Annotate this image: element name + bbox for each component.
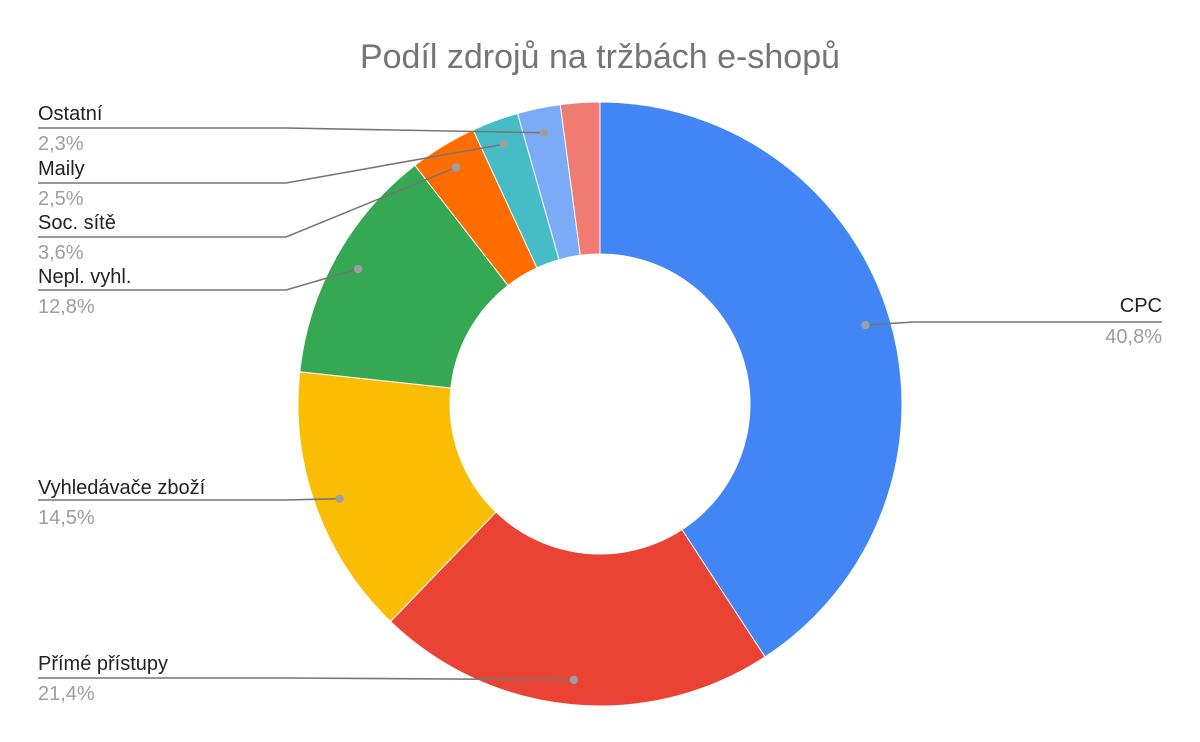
slice-0: [599, 101, 903, 658]
leader-line-4: [38, 166, 457, 238]
labels-layer: CPC 40,8% Přímé přístupy 21,4% Vyhledávače z…: [38, 103, 1162, 705]
slice-label-4: Soc. sítě: [38, 212, 116, 234]
leader-line-1: [38, 677, 574, 681]
slice-value-6: 2,3%: [38, 133, 84, 155]
leader-line-6: [38, 127, 544, 134]
leader-dot-6: [539, 128, 549, 137]
slice-3: [299, 164, 509, 389]
slice-label-3: Nepl. vyhl.: [38, 266, 131, 288]
slice-label-6: Ostatní: [38, 103, 103, 125]
leader-line-2: [38, 497, 340, 501]
slice-value-1: 21,4%: [38, 683, 95, 705]
slice-value-2: 14,5%: [38, 507, 95, 529]
leader-line-5: [38, 143, 504, 184]
chart-title: Podíl zdrojů na tržbách e-shopů: [360, 38, 840, 76]
slice-value-4: 3,6%: [38, 242, 84, 264]
slice-label-1: Přímé přístupy: [38, 653, 168, 675]
leader-dot-1: [569, 675, 579, 684]
slice-2: [297, 371, 497, 623]
slices-layer: [297, 101, 903, 707]
leader-dot-4: [451, 163, 461, 172]
leaders-layer: [38, 127, 1162, 684]
leader-line-3: [38, 268, 359, 291]
leader-line-0: [865, 321, 1162, 326]
slice-value-5: 2,5%: [38, 188, 84, 210]
slice-7: [559, 101, 601, 256]
slice-label-2: Vyhledávače zboží: [38, 477, 206, 499]
leader-dot-5: [499, 140, 508, 149]
slice-value-3: 12,8%: [38, 296, 95, 318]
slice-1: [389, 511, 766, 707]
leader-dot-0: [861, 320, 870, 330]
slice-label-0: CPC: [1120, 295, 1162, 317]
slice-value-0: 40,8%: [1105, 326, 1162, 348]
leader-dot-2: [335, 494, 344, 503]
slice-label-5: Maily: [38, 158, 85, 180]
leader-dot-3: [353, 264, 363, 274]
